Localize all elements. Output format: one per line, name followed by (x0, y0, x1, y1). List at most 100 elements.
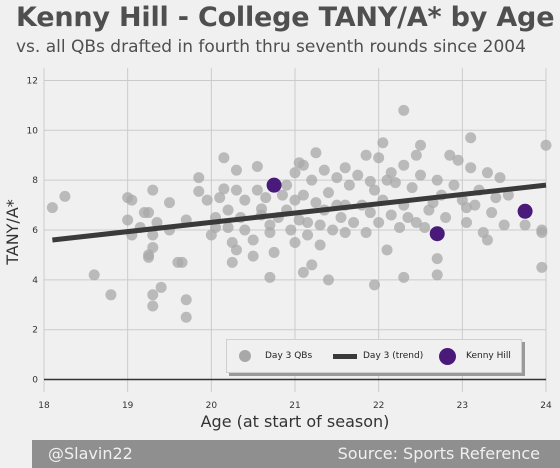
legend-label: Day 3 QBs (265, 351, 313, 361)
scatter-point (289, 236, 301, 248)
scatter-point (368, 184, 380, 196)
scatter-point (147, 184, 159, 196)
legend-item-day3-qbs: Day 3 QBs (239, 340, 312, 372)
scatter-point (302, 217, 314, 229)
kenny-hill-point (429, 226, 445, 242)
scatter-point (230, 184, 242, 196)
scatter-point (314, 239, 326, 251)
chart-subtitle: vs. all QBs drafted in fourth thru seven… (16, 37, 526, 57)
scatter-point (147, 289, 159, 301)
scatter-point (364, 207, 376, 219)
scatter-point (147, 241, 159, 253)
scatter-point (364, 175, 376, 187)
scatter-point (339, 162, 351, 174)
scatter-point (297, 266, 309, 278)
scatter-point (327, 224, 339, 236)
scatter-point (210, 222, 222, 234)
x-tick-label: 18 (38, 401, 50, 411)
scatter-point (343, 179, 355, 191)
scatter-point (339, 226, 351, 238)
scatter-point (193, 172, 205, 184)
scatter-point (143, 207, 155, 219)
scatter-point (389, 177, 401, 189)
scatter-point (122, 214, 134, 226)
x-tick-label: 21 (289, 401, 300, 411)
scatter-point (431, 253, 443, 265)
scatter-point (193, 185, 205, 197)
scatter-point (540, 139, 552, 151)
chart-legend: Day 3 QBs Day 3 (trend) Kenny Hill (226, 339, 522, 373)
scatter-point (306, 259, 318, 271)
scatter-point (147, 300, 159, 312)
scatter-point (394, 222, 406, 234)
scatter-point (465, 162, 477, 174)
chart-title: Kenny Hill - College TANY/A* by Age (16, 2, 555, 33)
scatter-point (289, 194, 301, 206)
scatter-point (469, 199, 481, 211)
x-tick-label: 23 (457, 401, 468, 411)
scatter-point (256, 203, 268, 215)
scatter-point (494, 172, 506, 184)
y-tick-label: 4 (32, 276, 38, 286)
x-tick-label: 22 (373, 401, 384, 411)
footer-bar: @Slavin22 Source: Sports Reference (32, 440, 560, 468)
scatter-point (214, 192, 226, 204)
scatter-point (230, 244, 242, 256)
scatter-point (310, 197, 322, 209)
scatter-point (415, 139, 426, 151)
scatter-point (285, 224, 297, 236)
scatter-point (368, 279, 380, 291)
scatter-point (247, 250, 259, 262)
y-tick-label: 8 (32, 176, 38, 186)
scatter-point (419, 222, 431, 234)
x-tick-label: 24 (540, 401, 552, 411)
scatter-point (226, 256, 238, 268)
y-axis-label: TANY/A* (3, 199, 22, 266)
scatter-point (164, 197, 175, 209)
scatter-point (448, 179, 460, 191)
scatter-point (444, 149, 456, 161)
scatter-point (147, 229, 159, 241)
scatter-point (260, 192, 272, 204)
scatter-point (373, 152, 385, 164)
scatter-point (180, 294, 192, 306)
scatter-point (410, 217, 422, 229)
legend-dot-icon (239, 350, 251, 362)
y-tick-label: 6 (32, 226, 38, 236)
scatter-point (398, 104, 410, 116)
scatter-point (218, 152, 230, 164)
scatter-point (406, 182, 418, 194)
legend-line-icon (333, 353, 357, 359)
scatter-point (176, 256, 188, 268)
scatter-point (335, 212, 347, 224)
scatter-point (230, 164, 242, 176)
scatter-point (222, 204, 234, 216)
scatter-point (88, 269, 100, 281)
scatter-point (381, 244, 393, 256)
kenny-hill-point (266, 177, 282, 193)
scatter-point (276, 189, 288, 201)
legend-label: Kenny Hill (466, 351, 511, 361)
scatter-point (352, 169, 364, 181)
scatter-point (201, 194, 213, 206)
scatter-point (251, 184, 263, 196)
legend-item-kenny-hill: Kenny Hill (439, 340, 511, 372)
scatter-point (297, 159, 309, 171)
scatter-point (481, 167, 493, 179)
scatter-point (348, 217, 360, 229)
scatter-point (536, 261, 548, 273)
legend-highlight-dot-icon (439, 347, 456, 365)
scatter-point (461, 217, 473, 229)
scatter-point (264, 226, 276, 238)
scatter-point (398, 159, 410, 171)
scatter-point (360, 226, 372, 238)
scatter-point (322, 187, 334, 199)
scatter-point (239, 224, 251, 236)
scatter-point (247, 234, 259, 246)
x-axis-label: Age (at start of season) (201, 412, 390, 431)
scatter-point (218, 183, 230, 195)
scatter-point (360, 149, 372, 161)
scatter-point (59, 190, 71, 202)
scatter-point (461, 202, 473, 214)
